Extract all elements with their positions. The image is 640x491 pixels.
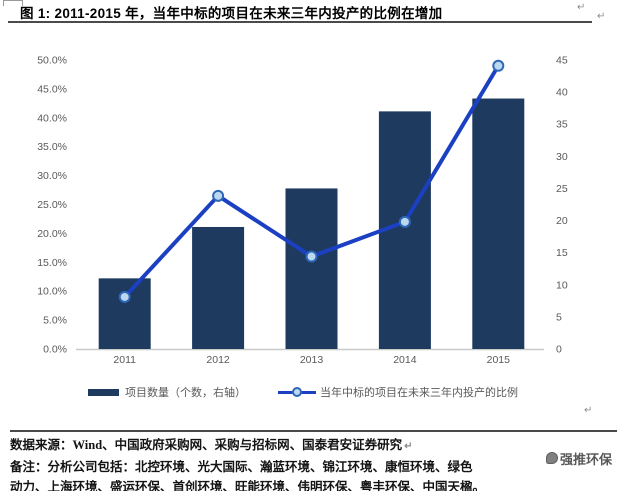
title-divider-rule (8, 21, 592, 23)
x-axis-label: 2012 (206, 354, 230, 366)
left-axis-tick: 40.0% (37, 112, 67, 124)
left-axis-tick: 10.0% (37, 286, 67, 298)
combo-chart: 50.0% 45.0% 40.0% 35.0% 30.0% 25.0% 20.0% 15.0%… (0, 45, 640, 380)
paragraph-return-mark: ↵ (584, 405, 593, 416)
right-axis-tick: 45 (556, 55, 568, 67)
left-axis-tick: 35.0% (37, 141, 67, 153)
right-axis-tick: 10 (556, 279, 568, 291)
footer-divider-rule (10, 430, 617, 432)
note-line-2: 动力、上海环境、盛运环保、首创环境、旺能环境、伟明环保、粤丰环保、中国天楹。 (10, 480, 486, 491)
chart-plot-area: 50.0%45.0%40.0%35.0%30.0%25.0%20.0%15.0%… (37, 55, 568, 367)
bar-2011 (98, 278, 151, 349)
paragraph-return-mark: ↵ (597, 11, 606, 22)
legend-item-bars: 项目数量（个数，右轴） (88, 384, 246, 400)
right-axis-tick: 35 (556, 119, 568, 131)
line-series-swatch (278, 387, 316, 397)
right-axis-tick: 20 (556, 215, 568, 227)
data-source-line: 数据来源：Wind、中国政府采购网、采购与招标网、国泰君安证券研究 ↵ (10, 436, 632, 456)
left-axis-tick: 15.0% (37, 257, 67, 269)
watermark-logo-icon (546, 452, 558, 464)
table-corner-artifact (3, 0, 23, 6)
line-swatch-marker (292, 387, 302, 397)
right-axis-tick: 15 (556, 247, 568, 259)
right-axis-tick: 25 (556, 183, 568, 195)
left-axis-tick: 0.0% (43, 344, 67, 356)
right-axis-tick: 0 (556, 344, 562, 356)
left-axis-tick: 20.0% (37, 228, 67, 240)
data-source-text: 数据来源：Wind、中国政府采购网、采购与招标网、国泰君安证券研究 (10, 438, 403, 452)
figure-title: 图 1: 2011-2015 年，当年中标的项目在未来三年内投产的比例在增加 (20, 6, 443, 21)
line-marker-2014 (398, 215, 411, 228)
legend-label-bars: 项目数量（个数，右轴） (125, 387, 246, 399)
note-line-1: 备注：分析公司包括：北控环境、光大国际、瀚蓝环境、锦江环境、康恒环境、绿色 (10, 460, 473, 474)
left-axis-tick: 25.0% (37, 199, 67, 211)
right-axis-tick: 5 (556, 311, 562, 323)
left-axis-tick: 30.0% (37, 170, 67, 182)
x-axis-label: 2013 (300, 354, 324, 366)
line-marker-2015 (492, 59, 505, 72)
legend-item-line: 当年中标的项目在未来三年内投产的比例 (278, 384, 518, 400)
line-marker-2012 (212, 189, 225, 202)
x-axis-label: 2011 (113, 354, 136, 366)
paragraph-return-mark: ↵ (577, 2, 586, 13)
x-axis-label: 2014 (393, 354, 417, 366)
bar-2013 (285, 188, 338, 349)
legend-label-line: 当年中标的项目在未来三年内投产的比例 (320, 387, 518, 399)
line-marker-2013 (305, 250, 318, 263)
left-axis-tick: 50.0% (37, 55, 67, 67)
right-axis-tick: 30 (556, 151, 568, 163)
right-axis-tick: 40 (556, 87, 568, 99)
left-axis-tick: 45.0% (37, 83, 67, 95)
line-marker-2011 (118, 290, 131, 303)
watermark: 强推环保 (546, 450, 613, 467)
left-axis-tick: 5.0% (43, 315, 67, 327)
paragraph-return-mark: ↵ (404, 441, 413, 452)
x-axis-label: 2015 (487, 354, 511, 366)
bar-2015 (472, 98, 525, 350)
watermark-text: 强推环保 (560, 451, 613, 467)
bar-series-swatch (88, 388, 119, 396)
chart-legend: 项目数量（个数，右轴） 当年中标的项目在未来三年内投产的比例 (0, 384, 640, 400)
figure-footnotes: 数据来源：Wind、中国政府采购网、采购与招标网、国泰君安证券研究 ↵ 备注：分析… (10, 436, 632, 491)
bar-2012 (192, 226, 245, 349)
